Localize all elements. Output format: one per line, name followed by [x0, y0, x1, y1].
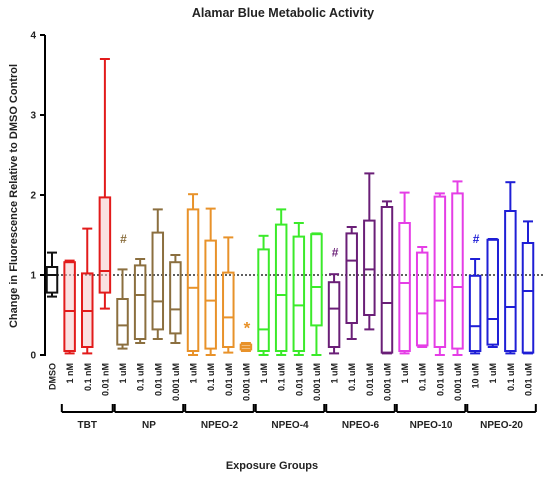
significance-marker: *	[244, 319, 251, 338]
y-tick-label: 0	[30, 351, 36, 362]
box	[486, 238, 499, 346]
x-tick-label: 0.01 uM	[524, 363, 534, 396]
x-tick-label: 1 uM	[330, 363, 340, 384]
box	[310, 233, 323, 327]
group-label: TBT	[78, 420, 97, 431]
x-tick-label: 1 nM	[65, 363, 75, 384]
x-tick-label: 0.001 uM	[241, 363, 251, 401]
x-tick-label: 1 uM	[189, 363, 199, 384]
x-tick-label: 0.1 uM	[418, 363, 428, 391]
x-tick-label: 0.01 nM	[100, 363, 110, 396]
box	[257, 248, 270, 352]
x-tick-label: 0.01 uM	[294, 363, 304, 396]
box	[415, 251, 429, 347]
significance-marker: #	[332, 246, 339, 260]
y-tick-label: 4	[30, 31, 36, 42]
y-tick-label: 2	[30, 191, 36, 202]
box	[186, 208, 200, 352]
box	[116, 298, 129, 346]
x-tick-label: 0.001 uM	[171, 363, 181, 401]
box	[63, 261, 76, 353]
x-tick-label: DMSO	[48, 363, 58, 390]
x-tick-label: 0.001 uM	[312, 363, 322, 401]
box	[504, 210, 517, 352]
group-label: NPEO-20	[480, 420, 523, 431]
group-label: NPEO-4	[271, 420, 309, 431]
x-tick-label: 0.01 uM	[224, 363, 234, 396]
x-axis-title: Exposure Groups	[226, 460, 318, 472]
box	[292, 235, 306, 353]
x-tick-label: 0.01 uM	[153, 363, 163, 396]
box	[345, 232, 358, 324]
box	[451, 192, 464, 350]
x-tick-label: 0.1 uM	[206, 363, 216, 391]
box	[45, 266, 59, 294]
chart-title: Alamar Blue Metabolic Activity	[192, 6, 374, 20]
box	[98, 196, 112, 294]
x-tick-label: 0.1 uM	[506, 363, 516, 391]
box	[222, 271, 235, 349]
box	[204, 239, 217, 350]
x-tick-label: 0.1 nM	[83, 363, 93, 391]
box	[521, 242, 535, 354]
box	[380, 206, 394, 354]
x-tick-label: 0.001 uM	[382, 363, 392, 401]
y-axis-title: Change in Fluorescence Relative to DMSO …	[8, 64, 20, 328]
x-tick-label: 1 uM	[400, 363, 410, 384]
significance-marker: #	[473, 232, 480, 246]
box	[133, 264, 147, 340]
y-tick-label: 3	[30, 111, 36, 122]
x-tick-label: 0.1 uM	[136, 363, 146, 391]
significance-marker: #	[120, 232, 127, 246]
y-tick-label: 1	[30, 271, 36, 282]
x-tick-label: 0.01 uM	[365, 363, 375, 396]
x-tick-label: 0.01 uM	[435, 363, 445, 396]
box	[169, 261, 182, 335]
x-tick-label: 0.001 uM	[453, 363, 463, 401]
box	[274, 223, 288, 353]
box	[398, 222, 411, 352]
x-tick-label: 1 uM	[488, 363, 498, 384]
group-label: NP	[142, 420, 156, 431]
group-label: NPEO-6	[342, 420, 380, 431]
x-tick-label: 1 uM	[259, 363, 269, 384]
box	[363, 219, 376, 317]
x-tick-label: 0.1 uM	[277, 363, 287, 391]
group-label: NPEO-10	[410, 420, 453, 431]
x-tick-label: 0.1 uM	[347, 363, 357, 391]
plot-area: 0 1 2 3 4 DMSO 1 nM 0.1 nM 0.01 nM 1 uM 0.1 uM 0.01…	[30, 31, 543, 431]
box	[433, 195, 447, 348]
x-tick-label: 10 uM	[471, 363, 481, 389]
box	[468, 274, 482, 352]
box	[327, 281, 341, 349]
group-label: NPEO-2	[201, 420, 239, 431]
box	[151, 231, 165, 331]
x-tick-label: 1 uM	[118, 363, 128, 384]
